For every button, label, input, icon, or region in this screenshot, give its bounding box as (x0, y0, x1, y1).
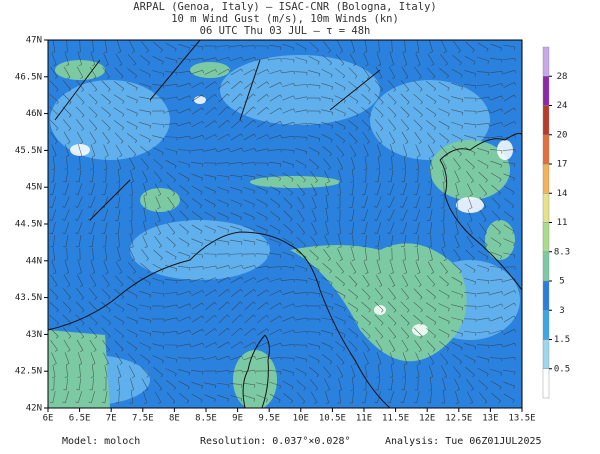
lon-tick-label: 9.5E (258, 414, 280, 424)
lat-tick-label: 44N (26, 256, 42, 266)
colorbar-segment (543, 164, 549, 193)
colorbar-segment (543, 223, 549, 252)
lon-tick-label: 6.5E (69, 414, 91, 424)
lon-tick-label: 7.5E (132, 414, 154, 424)
map-field (30, 40, 522, 410)
header-line: ARPAL (Genoa, Italy) – ISAC-CNR (Bologna… (133, 1, 436, 13)
lon-tick-label: 12.5E (445, 414, 472, 424)
lat-tick-label: 42.5N (15, 367, 42, 377)
lat-tick-label: 45N (26, 183, 42, 193)
colorbar-label: 11 (557, 218, 568, 228)
lon-tick-label: 13.5E (508, 414, 535, 424)
colorbar-label: 14 (557, 189, 568, 199)
header-line: 06 UTC Thu 03 JUL – τ = 48h (200, 25, 371, 37)
lon-tick-label: 11.5E (382, 414, 409, 424)
colorbar-label: 0.5 (554, 364, 570, 374)
colorbar-label: 8.3 (554, 247, 570, 257)
lat-tick-label: 44.5N (15, 220, 42, 230)
colorbar-segment (543, 106, 549, 135)
footer-model: Model: moloch (62, 436, 140, 447)
colorbar-segment (543, 369, 549, 398)
header-line: 10 m Wind Gust (m/s), 10m Winds (kn) (171, 13, 399, 25)
colorbar-label: 24 (557, 101, 568, 111)
lon-tick-label: 8E (169, 414, 180, 424)
lon-tick-label: 11E (356, 414, 372, 424)
colorbar-label: 17 (557, 160, 568, 170)
lon-tick-label: 7E (106, 414, 117, 424)
colorbar-segment (543, 135, 549, 164)
colorbar-segment (543, 76, 549, 105)
footer-resolution: Resolution: 0.037°×0.028° (200, 436, 351, 447)
lon-tick-label: 8.5E (195, 414, 217, 424)
colorbar-label: 20 (557, 130, 568, 140)
colorbar-segment (543, 47, 549, 76)
colorbar-label: 1.5 (554, 335, 570, 345)
colorbar-segment (543, 340, 549, 369)
colorbar-segment (543, 193, 549, 222)
lon-tick-label: 10.5E (319, 414, 346, 424)
lat-tick-label: 45.5N (15, 146, 42, 156)
lat-tick-label: 43.5N (15, 293, 42, 303)
footer-analysis: Analysis: Tue 06Z01JUL2025 (385, 436, 542, 447)
colorbar-label: 5 (559, 277, 564, 287)
colorbar: 0.5 1.5 3 5 8.3 11 14 17 20 24 28 (543, 47, 570, 398)
lon-tick-label: 9E (232, 414, 243, 424)
colorbar-segment (543, 281, 549, 310)
colorbar-label: 3 (559, 306, 564, 316)
lon-tick-label: 6E (43, 414, 54, 424)
lon-tick-label: 12E (419, 414, 435, 424)
lat-tick-label: 46.5N (15, 72, 42, 82)
colorbar-label: 28 (557, 72, 568, 82)
lon-tick-label: 10E (293, 414, 309, 424)
lat-tick-label: 43N (26, 330, 42, 340)
colorbar-segment (543, 310, 549, 339)
lat-tick-label: 47N (26, 36, 42, 46)
lon-tick-label: 13E (482, 414, 498, 424)
lat-tick-label: 42N (26, 404, 42, 414)
lat-tick-label: 46N (26, 109, 42, 119)
colorbar-segment (543, 252, 549, 281)
